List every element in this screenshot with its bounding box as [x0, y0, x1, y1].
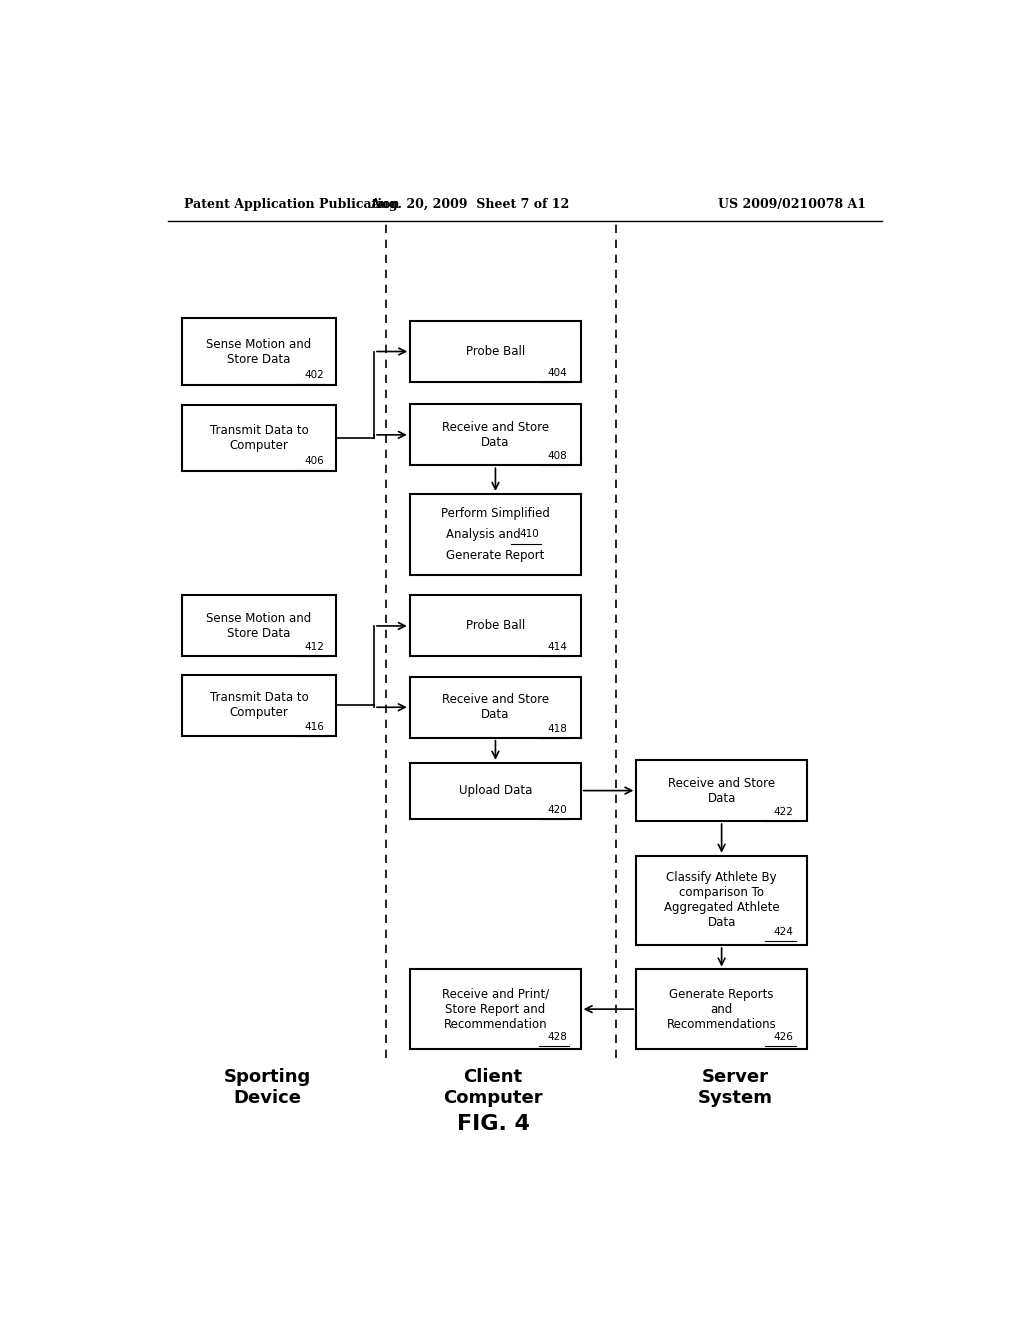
FancyBboxPatch shape — [181, 405, 336, 471]
FancyBboxPatch shape — [411, 677, 581, 738]
Text: Server
System: Server System — [697, 1068, 772, 1107]
Text: 402: 402 — [304, 370, 324, 380]
Text: 418: 418 — [547, 723, 567, 734]
Text: Receive and Store
Data: Receive and Store Data — [442, 693, 549, 721]
Text: Classify Athlete By
comparison To
Aggregated Athlete
Data: Classify Athlete By comparison To Aggreg… — [664, 871, 779, 929]
Text: 428: 428 — [547, 1032, 567, 1041]
Text: Probe Ball: Probe Ball — [466, 619, 525, 632]
FancyBboxPatch shape — [411, 321, 581, 381]
Text: US 2009/0210078 A1: US 2009/0210078 A1 — [718, 198, 866, 211]
Text: Patent Application Publication: Patent Application Publication — [183, 198, 399, 211]
Text: Client
Computer: Client Computer — [443, 1068, 543, 1107]
FancyBboxPatch shape — [181, 318, 336, 384]
FancyBboxPatch shape — [181, 675, 336, 735]
Text: Generate Report: Generate Report — [446, 549, 545, 562]
FancyBboxPatch shape — [636, 760, 807, 821]
Text: Transmit Data to
Computer: Transmit Data to Computer — [210, 692, 308, 719]
FancyBboxPatch shape — [411, 404, 581, 466]
FancyBboxPatch shape — [181, 595, 336, 656]
Text: 414: 414 — [547, 643, 567, 652]
FancyBboxPatch shape — [411, 494, 581, 576]
Text: Sporting
Device: Sporting Device — [223, 1068, 310, 1107]
Text: Aug. 20, 2009  Sheet 7 of 12: Aug. 20, 2009 Sheet 7 of 12 — [370, 198, 569, 211]
Text: 424: 424 — [773, 927, 794, 937]
Text: 426: 426 — [773, 1032, 794, 1041]
FancyBboxPatch shape — [411, 763, 581, 818]
FancyBboxPatch shape — [411, 595, 581, 656]
Text: 420: 420 — [548, 805, 567, 816]
Text: 416: 416 — [304, 722, 324, 731]
Text: Receive and Store
Data: Receive and Store Data — [668, 776, 775, 805]
Text: Receive and Print/
Store Report and
Recommendation: Receive and Print/ Store Report and Reco… — [441, 987, 549, 1031]
FancyBboxPatch shape — [636, 855, 807, 945]
Text: FIG. 4: FIG. 4 — [457, 1114, 529, 1134]
Text: 408: 408 — [548, 451, 567, 461]
Text: 410: 410 — [519, 529, 539, 540]
Text: Probe Ball: Probe Ball — [466, 345, 525, 358]
Text: 406: 406 — [304, 455, 324, 466]
Text: 404: 404 — [548, 368, 567, 378]
Text: 422: 422 — [773, 807, 794, 817]
Text: Transmit Data to
Computer: Transmit Data to Computer — [210, 424, 308, 451]
FancyBboxPatch shape — [411, 969, 581, 1049]
Text: Upload Data: Upload Data — [459, 784, 532, 797]
FancyBboxPatch shape — [636, 969, 807, 1049]
Text: Generate Reports
and
Recommendations: Generate Reports and Recommendations — [667, 987, 776, 1031]
Text: Sense Motion and
Store Data: Sense Motion and Store Data — [206, 338, 311, 366]
Text: Perform Simplified: Perform Simplified — [441, 507, 550, 520]
Text: Analysis and: Analysis and — [446, 528, 521, 541]
Text: Sense Motion and
Store Data: Sense Motion and Store Data — [206, 612, 311, 640]
Text: 412: 412 — [304, 643, 324, 652]
Text: Receive and Store
Data: Receive and Store Data — [442, 421, 549, 449]
